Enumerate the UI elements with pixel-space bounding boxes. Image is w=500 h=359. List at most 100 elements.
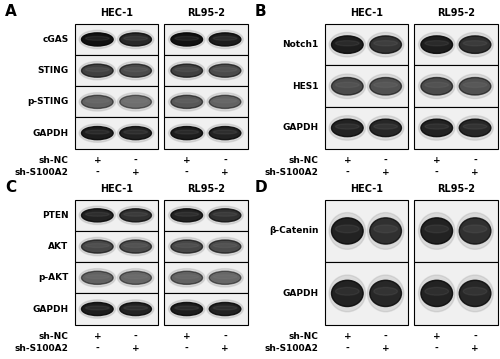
Ellipse shape — [168, 61, 205, 80]
Bar — [414, 262, 498, 325]
Ellipse shape — [370, 119, 402, 137]
Ellipse shape — [368, 116, 404, 140]
Ellipse shape — [82, 240, 113, 253]
Ellipse shape — [425, 41, 448, 46]
Ellipse shape — [171, 126, 202, 140]
Bar — [75, 86, 158, 117]
Ellipse shape — [79, 30, 116, 48]
Text: GAPDH: GAPDH — [32, 304, 68, 313]
Ellipse shape — [425, 82, 448, 88]
Ellipse shape — [171, 95, 202, 108]
Ellipse shape — [120, 302, 152, 316]
Ellipse shape — [370, 78, 402, 95]
Ellipse shape — [168, 93, 205, 111]
Ellipse shape — [175, 99, 199, 103]
Ellipse shape — [175, 36, 199, 40]
Text: -: - — [435, 168, 438, 177]
Ellipse shape — [336, 82, 359, 88]
Ellipse shape — [175, 130, 199, 134]
Ellipse shape — [120, 95, 152, 108]
Ellipse shape — [168, 237, 205, 256]
Bar — [414, 65, 498, 107]
Ellipse shape — [171, 302, 202, 316]
Ellipse shape — [82, 302, 113, 316]
Ellipse shape — [168, 30, 205, 48]
Text: +: + — [94, 156, 101, 165]
Ellipse shape — [82, 95, 113, 108]
Ellipse shape — [118, 124, 154, 142]
Bar — [164, 293, 248, 325]
Ellipse shape — [213, 67, 237, 71]
Text: sh-S100A2: sh-S100A2 — [15, 344, 68, 353]
Ellipse shape — [425, 287, 448, 295]
Text: RL95-2: RL95-2 — [187, 183, 225, 194]
Ellipse shape — [421, 218, 452, 244]
Text: GAPDH: GAPDH — [282, 123, 318, 132]
Ellipse shape — [124, 212, 148, 216]
Ellipse shape — [329, 74, 366, 98]
Ellipse shape — [459, 218, 491, 244]
Ellipse shape — [207, 300, 244, 318]
Ellipse shape — [329, 116, 366, 140]
Ellipse shape — [118, 61, 154, 80]
Text: +: + — [382, 168, 390, 177]
Ellipse shape — [207, 269, 244, 287]
Ellipse shape — [86, 67, 109, 71]
Text: sh-NC: sh-NC — [39, 156, 68, 165]
Text: sh-NC: sh-NC — [39, 332, 68, 341]
Text: p-STING: p-STING — [28, 97, 68, 106]
Ellipse shape — [171, 240, 202, 253]
Ellipse shape — [336, 225, 359, 233]
Text: -: - — [223, 332, 227, 341]
Ellipse shape — [336, 124, 359, 129]
Ellipse shape — [86, 243, 109, 247]
Ellipse shape — [171, 33, 202, 46]
Ellipse shape — [82, 64, 113, 77]
Ellipse shape — [332, 36, 363, 53]
Ellipse shape — [124, 306, 148, 310]
Ellipse shape — [118, 300, 154, 318]
Text: HEC-1: HEC-1 — [350, 183, 383, 194]
Ellipse shape — [418, 32, 455, 57]
Bar — [325, 65, 408, 107]
Text: HEC-1: HEC-1 — [100, 8, 133, 18]
Ellipse shape — [82, 126, 113, 140]
Bar — [164, 231, 248, 262]
Text: -: - — [96, 168, 99, 177]
Ellipse shape — [374, 41, 398, 46]
Ellipse shape — [124, 130, 148, 134]
Ellipse shape — [175, 212, 199, 216]
Text: β-Catenin: β-Catenin — [269, 227, 318, 236]
Text: +: + — [221, 344, 229, 353]
Bar — [325, 107, 408, 149]
Ellipse shape — [86, 99, 109, 103]
Text: HEC-1: HEC-1 — [350, 8, 383, 18]
Text: PTEN: PTEN — [42, 211, 68, 220]
Text: C: C — [5, 180, 16, 195]
Text: -: - — [134, 332, 138, 341]
Ellipse shape — [120, 33, 152, 46]
Text: Notch1: Notch1 — [282, 40, 318, 49]
Ellipse shape — [86, 275, 109, 279]
Ellipse shape — [209, 209, 241, 222]
Bar — [75, 200, 158, 231]
Ellipse shape — [418, 116, 455, 140]
Text: +: + — [183, 156, 190, 165]
Ellipse shape — [374, 124, 398, 129]
Ellipse shape — [79, 61, 116, 80]
Text: sh-S100A2: sh-S100A2 — [265, 168, 318, 177]
Text: HEC-1: HEC-1 — [100, 183, 133, 194]
Ellipse shape — [213, 243, 237, 247]
Ellipse shape — [207, 93, 244, 111]
Text: AKT: AKT — [48, 242, 68, 251]
Ellipse shape — [118, 269, 154, 287]
Ellipse shape — [459, 119, 491, 137]
Text: sh-S100A2: sh-S100A2 — [265, 344, 318, 353]
Ellipse shape — [82, 209, 113, 222]
Text: -: - — [435, 344, 438, 353]
Text: D: D — [255, 180, 268, 195]
Ellipse shape — [213, 36, 237, 40]
Ellipse shape — [421, 280, 452, 307]
Ellipse shape — [457, 74, 494, 98]
Ellipse shape — [213, 306, 237, 310]
